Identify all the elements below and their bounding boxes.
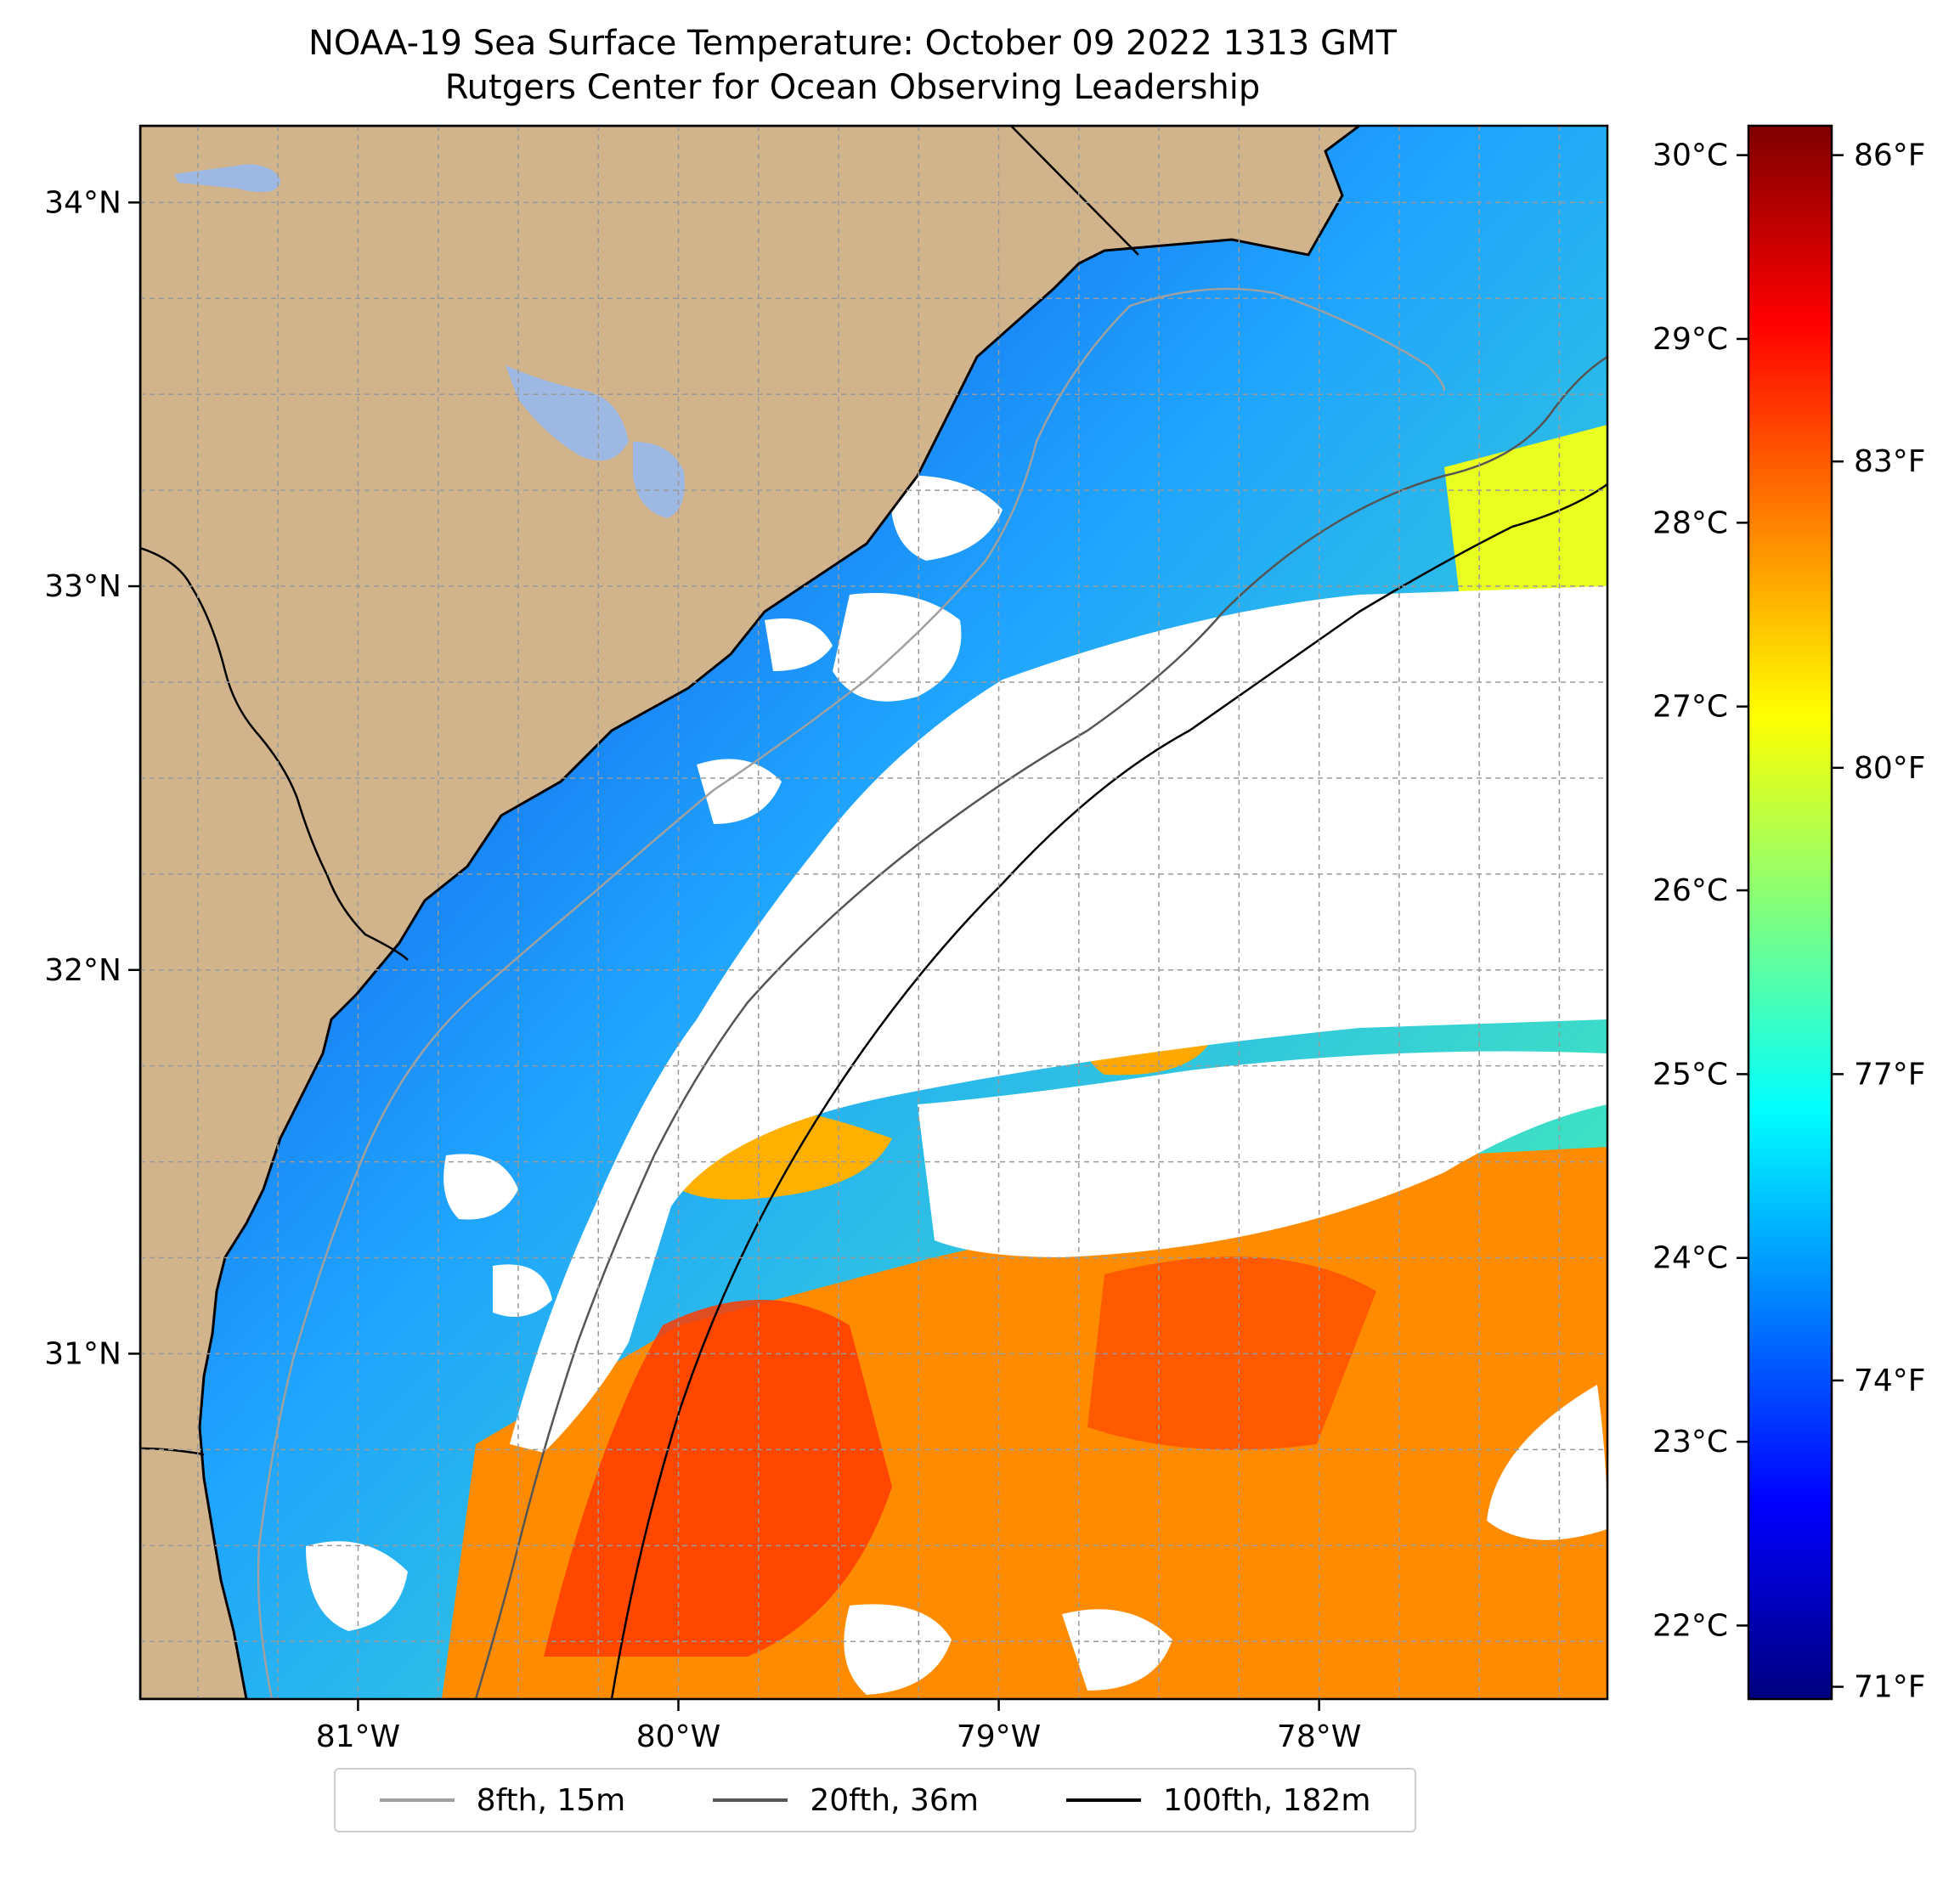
colorbar <box>1747 124 1833 1701</box>
lat-tick-label: 32°N <box>44 953 121 988</box>
cloud-mask-main <box>510 586 1607 1453</box>
cloud-mask-east <box>918 1051 1607 1257</box>
fahrenheit-tick-label: 86°F <box>1854 138 1926 173</box>
legend-label-182m: 100fth, 182m <box>1163 1782 1371 1818</box>
celsius-tick-label: 28°C <box>1652 505 1728 540</box>
celsius-tick-label: 24°C <box>1652 1241 1728 1276</box>
celsius-tick-label: 26°C <box>1652 873 1728 908</box>
celsius-tick-label: 23°C <box>1652 1425 1728 1459</box>
warm-eddy <box>1087 1256 1376 1450</box>
fahrenheit-tick-label: 80°F <box>1854 751 1926 786</box>
lat-tick-label: 31°N <box>44 1336 121 1371</box>
gulf-stream-core <box>544 1300 892 1657</box>
lon-tick-label: 79°W <box>957 1719 1041 1754</box>
cloud-patch <box>493 1264 552 1317</box>
lake-moultrie <box>633 442 685 518</box>
celsius-tick-label: 29°C <box>1652 322 1728 357</box>
cloud-patch <box>697 759 782 824</box>
isobath-182m <box>610 483 1607 1699</box>
fahrenheit-tick-label: 71°F <box>1854 1670 1926 1705</box>
isobath-36m <box>474 355 1607 1699</box>
lon-tick-label: 80°W <box>636 1719 720 1754</box>
legend-label-15m: 8fth, 15m <box>476 1782 626 1818</box>
legend-line-182m <box>1066 1798 1142 1802</box>
isobath-legend: 8fth, 15m 20fth, 36m 100fth, 182m <box>334 1768 1416 1832</box>
cloud-patch <box>443 1154 518 1220</box>
legend-line-36m <box>713 1798 788 1802</box>
warm-shelf-edge <box>1444 425 1607 612</box>
map-frame <box>138 124 1609 1701</box>
celsius-tick-label: 22°C <box>1652 1608 1728 1643</box>
legend-item-36m: 20fth, 36m <box>713 1783 979 1818</box>
map-subtitle: Rutgers Center for Ocean Observing Leade… <box>444 68 1261 107</box>
celsius-tick-label: 27°C <box>1652 690 1728 725</box>
lat-tick-label: 34°N <box>44 185 121 220</box>
fahrenheit-tick-label: 77°F <box>1854 1057 1926 1092</box>
cloud-patch <box>844 1604 952 1695</box>
celsius-tick-label: 25°C <box>1652 1057 1728 1092</box>
cloud-patch <box>1062 1609 1172 1691</box>
fahrenheit-tick-label: 83°F <box>1854 444 1926 479</box>
cloud-patch <box>1487 1385 1607 1540</box>
state-boundary-nc-sc <box>1010 126 1139 256</box>
land-mass <box>140 126 1362 1699</box>
colorbar-ticks: 22°C 23°C 24°C 25°C 26°C 27°C 28°C 29°C 30°C 71°F… <box>1652 138 1925 1705</box>
legend-label-36m: 20fth, 36m <box>810 1782 979 1818</box>
legend-line-15m <box>379 1798 455 1802</box>
isobath-15m <box>257 287 1446 1699</box>
legend-item-15m: 8fth, 15m <box>379 1782 626 1818</box>
celsius-tick-label: 30°C <box>1652 138 1728 173</box>
cloud-patch <box>306 1541 408 1631</box>
inland-water <box>174 164 280 192</box>
lon-tick-label: 81°W <box>316 1719 400 1754</box>
map-title: NOAA-19 Sea Surface Temperature: October… <box>308 24 1397 63</box>
gridlines <box>140 126 1607 1699</box>
lat-tick-label: 33°N <box>44 569 121 604</box>
legend-item-182m: 100fth, 182m <box>1066 1783 1370 1818</box>
lon-tick-label: 78°W <box>1277 1719 1361 1754</box>
axis-ticks: 81°W 80°W 79°W 78°W 34°N 33°N 32°N 31°N <box>44 185 1361 1754</box>
cloud-patch <box>765 618 833 671</box>
fahrenheit-tick-label: 74°F <box>1854 1363 1926 1398</box>
